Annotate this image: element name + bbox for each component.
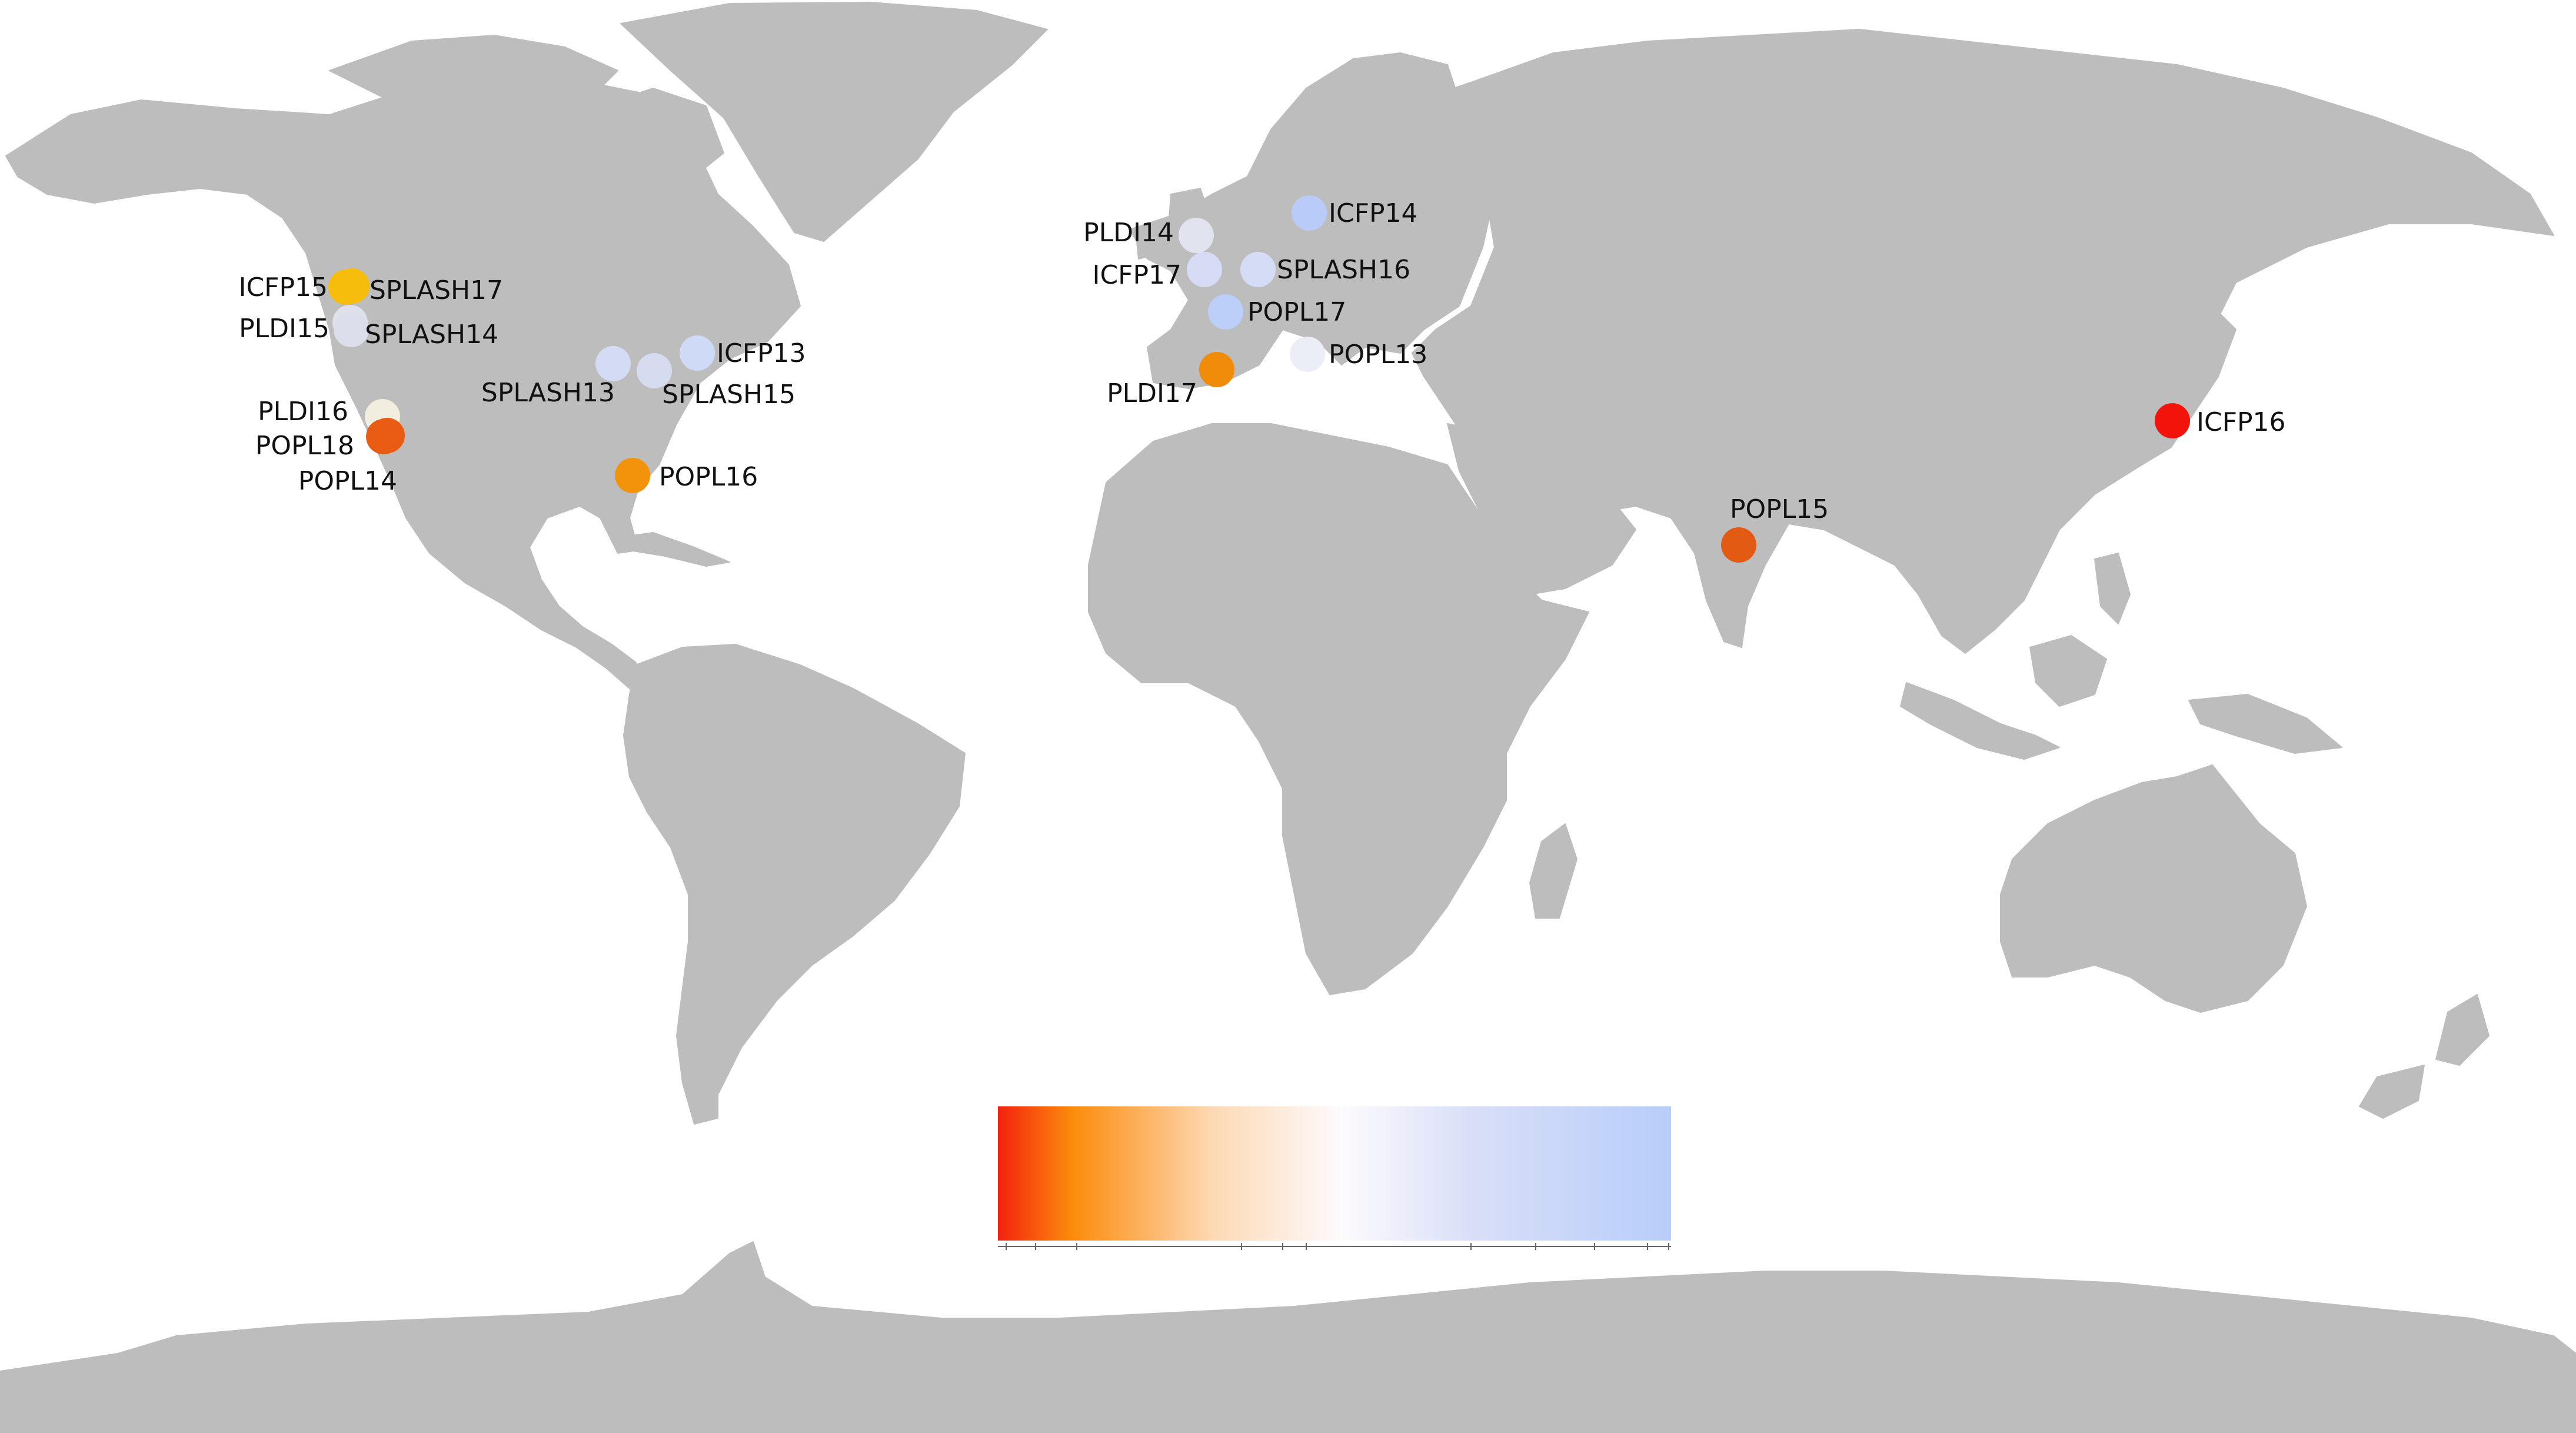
marker-label-pldi14: PLDI14 [1083,218,1174,248]
marker-label-icfp15: ICFP15 [238,272,328,302]
marker-dot-splash17[interactable] [334,268,370,304]
marker-dot-splash15[interactable] [637,353,672,388]
landmass-new-guinea [2188,694,2342,754]
marker-label-popl17: POPL17 [1247,297,1346,327]
marker-dot-splash13[interactable] [595,346,631,381]
marker-label-popl13: POPL13 [1329,340,1427,370]
marker-label-splash15: SPLASH15 [662,380,796,410]
marker-dot-icfp17[interactable] [1187,252,1222,287]
landmass-arctic-islands [329,35,618,112]
marker-label-splash17: SPLASH17 [370,275,503,305]
marker-dot-icfp14[interactable] [1292,195,1327,231]
marker-label-splash16: SPLASH16 [1277,255,1410,285]
marker-dot-popl13[interactable] [1290,337,1325,372]
marker-dot-icfp16[interactable] [2155,403,2190,438]
marker-dot-splash16[interactable] [1240,252,1276,287]
colorbar-ticks [1006,1243,1669,1250]
marker-dot-popl17[interactable] [1208,294,1243,330]
marker-dot-splash14[interactable] [334,312,369,347]
marker-dot-pldi17[interactable] [1199,352,1234,387]
landmass-australia [2000,764,2307,1013]
landmass-indonesia [1900,682,2060,760]
marker-dot-popl18[interactable] [366,419,401,454]
landmass-new-zealand-south [2359,1065,2425,1119]
landmass-madagascar [1529,823,1577,919]
landmass-arabia [1447,423,1636,595]
landmass-greenland [620,2,1048,242]
marker-dot-pldi14[interactable] [1179,218,1214,253]
marker-label-icfp16: ICFP16 [2196,407,2286,437]
landmass-south-america [623,644,966,1125]
marker-label-pldi15: PLDI15 [239,314,330,344]
landmass-borneo [2029,635,2107,707]
marker-dot-popl15[interactable] [1721,527,1756,563]
landmass-caribbean [611,532,730,567]
landmass-philippines [2094,553,2131,624]
marker-label-icfp14: ICFP14 [1329,198,1418,228]
landmass-baffin [600,88,724,177]
marker-dot-popl16[interactable] [615,458,650,493]
marker-label-popl14: POPL14 [298,466,397,496]
marker-label-splash14: SPLASH14 [365,320,498,350]
marker-label-popl18: POPL18 [255,431,354,461]
marker-label-splash13: SPLASH13 [481,378,615,408]
landmass-ireland [1135,223,1163,260]
marker-label-icfp17: ICFP17 [1092,260,1182,290]
colorbar-gradient [998,1106,1671,1241]
marker-label-pldi17: PLDI17 [1107,378,1197,408]
marker-label-popl16: POPL16 [659,462,758,492]
marker-label-icfp13: ICFP13 [717,338,806,368]
landmass-antarctica [0,1241,2576,1433]
landmass-new-zealand [2435,994,2490,1066]
landmass-africa [1088,423,1589,995]
marker-label-popl15: POPL15 [1730,494,1829,524]
conference-markers: ICFP13 ICFP14 ICFP15 ICFP16 ICFP17 PLDI14 PLDI… [238,195,2286,563]
marker-label-pldi16: PLDI16 [258,397,348,427]
marker-dot-icfp13[interactable] [680,335,715,371]
colorbar [998,1106,1671,1250]
